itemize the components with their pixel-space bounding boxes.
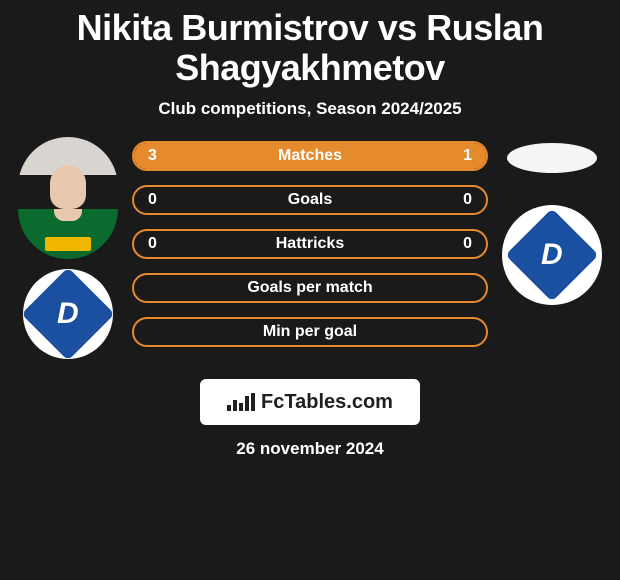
stat-row-hattricks: 0 Hattricks 0	[132, 229, 488, 259]
stats-list: 3 Matches 1 0 Goals 0 0 Hattricks 0 Goal…	[128, 137, 492, 347]
stat-row-matches: 3 Matches 1	[132, 141, 488, 171]
stat-row-min-per-goal: Min per goal	[132, 317, 488, 347]
stat-row-goals-per-match: Goals per match	[132, 273, 488, 303]
stat-label: Min per goal	[134, 323, 486, 341]
stat-label: Goals	[134, 191, 486, 209]
stat-label: Goals per match	[134, 279, 486, 297]
subtitle: Club competitions, Season 2024/2025	[0, 99, 620, 119]
left-player-column: D	[8, 137, 128, 359]
site-badge[interactable]: FcTables.com	[200, 379, 420, 425]
site-name: FcTables.com	[261, 391, 393, 414]
stat-value-right: 0	[463, 235, 472, 253]
right-player-column: D	[492, 137, 612, 305]
comparison-panel: D 3 Matches 1 0 Goals 0 0 Hattricks 0	[0, 137, 620, 359]
stat-value-right: 0	[463, 191, 472, 209]
stat-value-right: 1	[463, 147, 472, 165]
footer-date: 26 november 2024	[0, 439, 620, 459]
club-badge-right: D	[502, 205, 602, 305]
player-photo-left	[18, 137, 118, 259]
club-badge-left: D	[23, 269, 113, 359]
stat-label: Hattricks	[134, 235, 486, 253]
stat-label: Matches	[134, 147, 486, 165]
stat-row-goals: 0 Goals 0	[132, 185, 488, 215]
chart-icon	[227, 393, 255, 411]
page-title: Nikita Burmistrov vs Ruslan Shagyakhmeto…	[0, 0, 620, 91]
player-photo-right	[507, 143, 597, 173]
